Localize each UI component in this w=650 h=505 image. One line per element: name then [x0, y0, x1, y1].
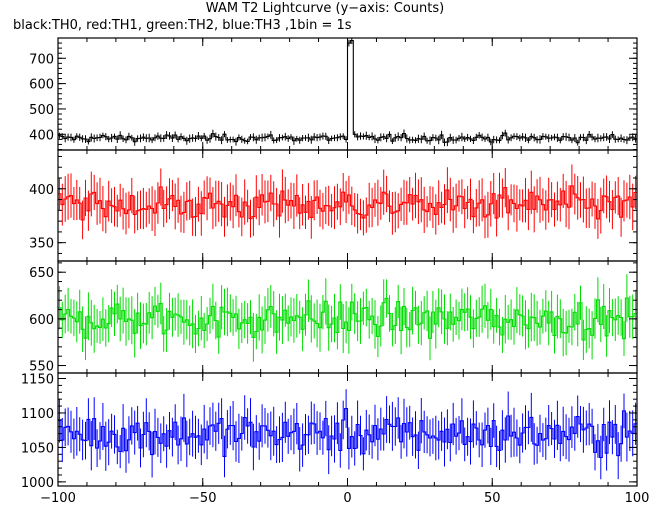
step-line-th0 — [58, 39, 637, 144]
y-tick-label: 350 — [29, 237, 54, 252]
y-tick-label: 650 — [29, 266, 54, 281]
series-th0 — [58, 38, 637, 147]
y-tick-label: 400 — [29, 128, 54, 143]
y-tick-label: 1150 — [21, 373, 54, 388]
x-tick-label: −50 — [189, 491, 216, 505]
x-tick-label: 0 — [343, 491, 351, 505]
y-tick-label: 1000 — [21, 476, 54, 491]
series-th2 — [58, 274, 637, 362]
y-tick-label: 550 — [29, 360, 54, 375]
y-tick-label: 600 — [29, 78, 54, 93]
series-th3 — [58, 389, 637, 480]
chart-title: WAM T2 Lightcurve (y−axis: Counts) — [205, 1, 445, 16]
step-line-th3 — [58, 408, 637, 459]
panel-th0: 400 500 600 700 — [29, 37, 638, 151]
y-tick-label: 600 — [29, 313, 54, 328]
panel-th2: 550 600 650 — [29, 260, 638, 375]
step-line-th2 — [58, 297, 637, 341]
error-bars-th1 — [58, 164, 637, 240]
panel-th1: 350 400 — [29, 149, 638, 262]
y-tick-label: 700 — [29, 52, 54, 67]
y-tick-label: 500 — [29, 103, 54, 118]
y-tick-label: 400 — [29, 183, 54, 198]
series-th1 — [58, 164, 637, 240]
error-bars-th2 — [58, 274, 637, 362]
x-tick-label: 50 — [484, 491, 501, 505]
y-tick-label: 1100 — [21, 407, 54, 422]
panel-th3: 1000 1050 1100 1150 — [21, 372, 638, 491]
panel-frame — [57, 149, 638, 262]
x-tick-label: 100 — [625, 491, 650, 505]
error-bars-th0 — [58, 38, 637, 147]
error-bars-th3 — [58, 389, 637, 480]
step-line-th1 — [58, 185, 637, 221]
y-tick-label: 1050 — [21, 441, 54, 456]
x-tick-label: −100 — [40, 491, 76, 505]
chart-subtitle: black:TH0, red:TH1, green:TH2, blue:TH3 … — [13, 18, 352, 33]
